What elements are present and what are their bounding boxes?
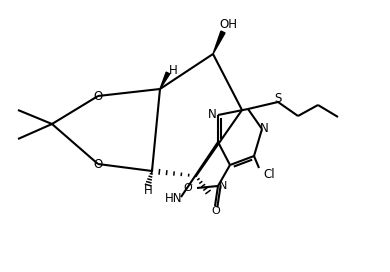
Text: N: N <box>219 181 227 191</box>
Polygon shape <box>160 72 170 89</box>
Text: H: H <box>144 184 152 196</box>
Text: O: O <box>212 206 220 216</box>
Text: HN: HN <box>165 193 183 206</box>
Text: N: N <box>207 109 216 122</box>
Polygon shape <box>213 31 225 54</box>
Text: Cl: Cl <box>263 168 275 181</box>
Text: O: O <box>93 89 103 103</box>
Text: H: H <box>168 64 177 78</box>
Text: N: N <box>260 122 268 135</box>
Text: S: S <box>274 92 282 106</box>
Text: O: O <box>93 157 103 171</box>
Text: O: O <box>184 183 192 193</box>
Text: OH: OH <box>219 18 237 32</box>
Text: ⁻: ⁻ <box>188 182 193 192</box>
